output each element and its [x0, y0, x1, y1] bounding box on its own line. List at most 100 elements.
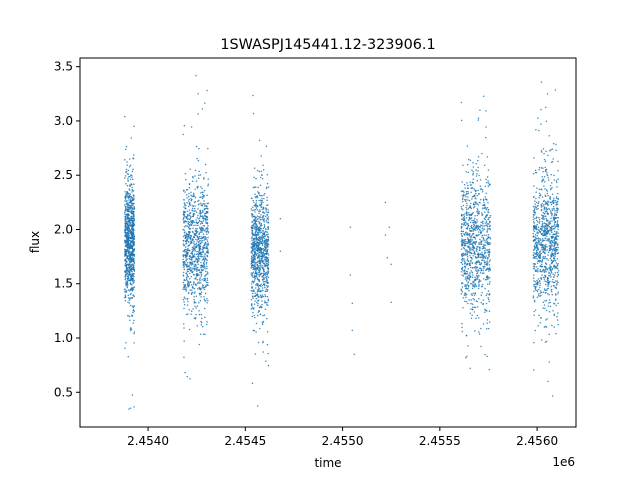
- data-point: [471, 284, 474, 286]
- data-point: [266, 244, 268, 247]
- data-point: [473, 187, 475, 190]
- data-point: [183, 327, 185, 329]
- data-point: [461, 330, 464, 333]
- data-point: [534, 233, 537, 236]
- data-point: [124, 213, 126, 215]
- data-point: [546, 174, 548, 176]
- data-point: [470, 293, 473, 295]
- data-point: [484, 244, 487, 246]
- data-point: [552, 142, 555, 145]
- data-point: [129, 218, 132, 220]
- data-point: [482, 239, 485, 241]
- data-point: [475, 285, 478, 287]
- data-point: [536, 243, 538, 246]
- data-point: [193, 224, 195, 227]
- data-point: [185, 272, 187, 274]
- data-point: [194, 175, 196, 177]
- data-point: [267, 244, 270, 246]
- data-point: [128, 246, 131, 249]
- data-point: [265, 259, 268, 262]
- data-point: [199, 231, 202, 233]
- data-point: [466, 259, 468, 262]
- data-point: [267, 254, 270, 256]
- data-point: [264, 215, 267, 218]
- data-point: [262, 164, 264, 166]
- data-point: [258, 275, 261, 278]
- data-point: [538, 229, 540, 232]
- data-point: [545, 281, 548, 283]
- data-point: [535, 285, 537, 288]
- data-point: [262, 281, 265, 283]
- data-point: [130, 211, 132, 213]
- data-point: [255, 220, 257, 223]
- data-point: [126, 228, 129, 231]
- data-point: [483, 247, 485, 249]
- data-point: [488, 293, 491, 296]
- data-point: [266, 290, 269, 292]
- data-point: [128, 258, 130, 261]
- data-point: [189, 377, 191, 380]
- data-point: [254, 232, 257, 235]
- data-point: [484, 256, 486, 259]
- data-point: [462, 275, 465, 277]
- data-point: [483, 201, 485, 204]
- data-point: [474, 222, 477, 225]
- data-point: [126, 190, 129, 193]
- data-point: [206, 271, 209, 273]
- data-point: [487, 262, 489, 264]
- data-point: [485, 220, 488, 222]
- data-point: [205, 261, 208, 264]
- data-point: [460, 261, 463, 264]
- data-point: [279, 250, 282, 252]
- data-point: [461, 286, 464, 288]
- data-point: [480, 241, 482, 243]
- data-point: [543, 239, 546, 242]
- data-point: [130, 206, 132, 209]
- data-point: [204, 247, 207, 249]
- data-point: [251, 307, 254, 309]
- data-point: [549, 305, 552, 308]
- data-point: [537, 202, 540, 205]
- data-point: [205, 237, 208, 239]
- data-point: [205, 267, 208, 270]
- data-point: [203, 224, 206, 227]
- data-point: [185, 256, 187, 258]
- data-point: [190, 310, 193, 312]
- data-point: [464, 285, 466, 287]
- data-point: [262, 169, 265, 171]
- data-point: [255, 249, 258, 252]
- data-point: [124, 288, 126, 291]
- data-point: [557, 235, 560, 237]
- data-point: [195, 278, 197, 280]
- data-point: [193, 240, 195, 243]
- data-point: [188, 328, 191, 331]
- data-point: [193, 193, 195, 196]
- data-point: [489, 251, 491, 254]
- data-point: [124, 299, 127, 302]
- data-point: [190, 194, 192, 196]
- data-point: [485, 214, 488, 217]
- data-point: [194, 268, 196, 270]
- data-point: [474, 306, 477, 309]
- data-point: [192, 175, 194, 178]
- data-point: [551, 262, 553, 265]
- data-point: [184, 284, 187, 286]
- data-point: [541, 228, 543, 230]
- data-point: [532, 196, 535, 198]
- data-point: [469, 251, 472, 254]
- data-point: [202, 193, 204, 196]
- data-point: [543, 199, 545, 202]
- data-point: [186, 202, 188, 204]
- data-point: [203, 286, 205, 289]
- data-point: [187, 247, 189, 250]
- data-point: [467, 190, 469, 193]
- data-point: [191, 253, 194, 255]
- data-point: [125, 250, 128, 253]
- data-point: [195, 145, 198, 148]
- data-point: [200, 317, 203, 320]
- data-point: [197, 177, 200, 179]
- data-point: [254, 255, 256, 258]
- data-point: [465, 223, 468, 225]
- data-point: [266, 226, 269, 229]
- data-point: [193, 300, 196, 303]
